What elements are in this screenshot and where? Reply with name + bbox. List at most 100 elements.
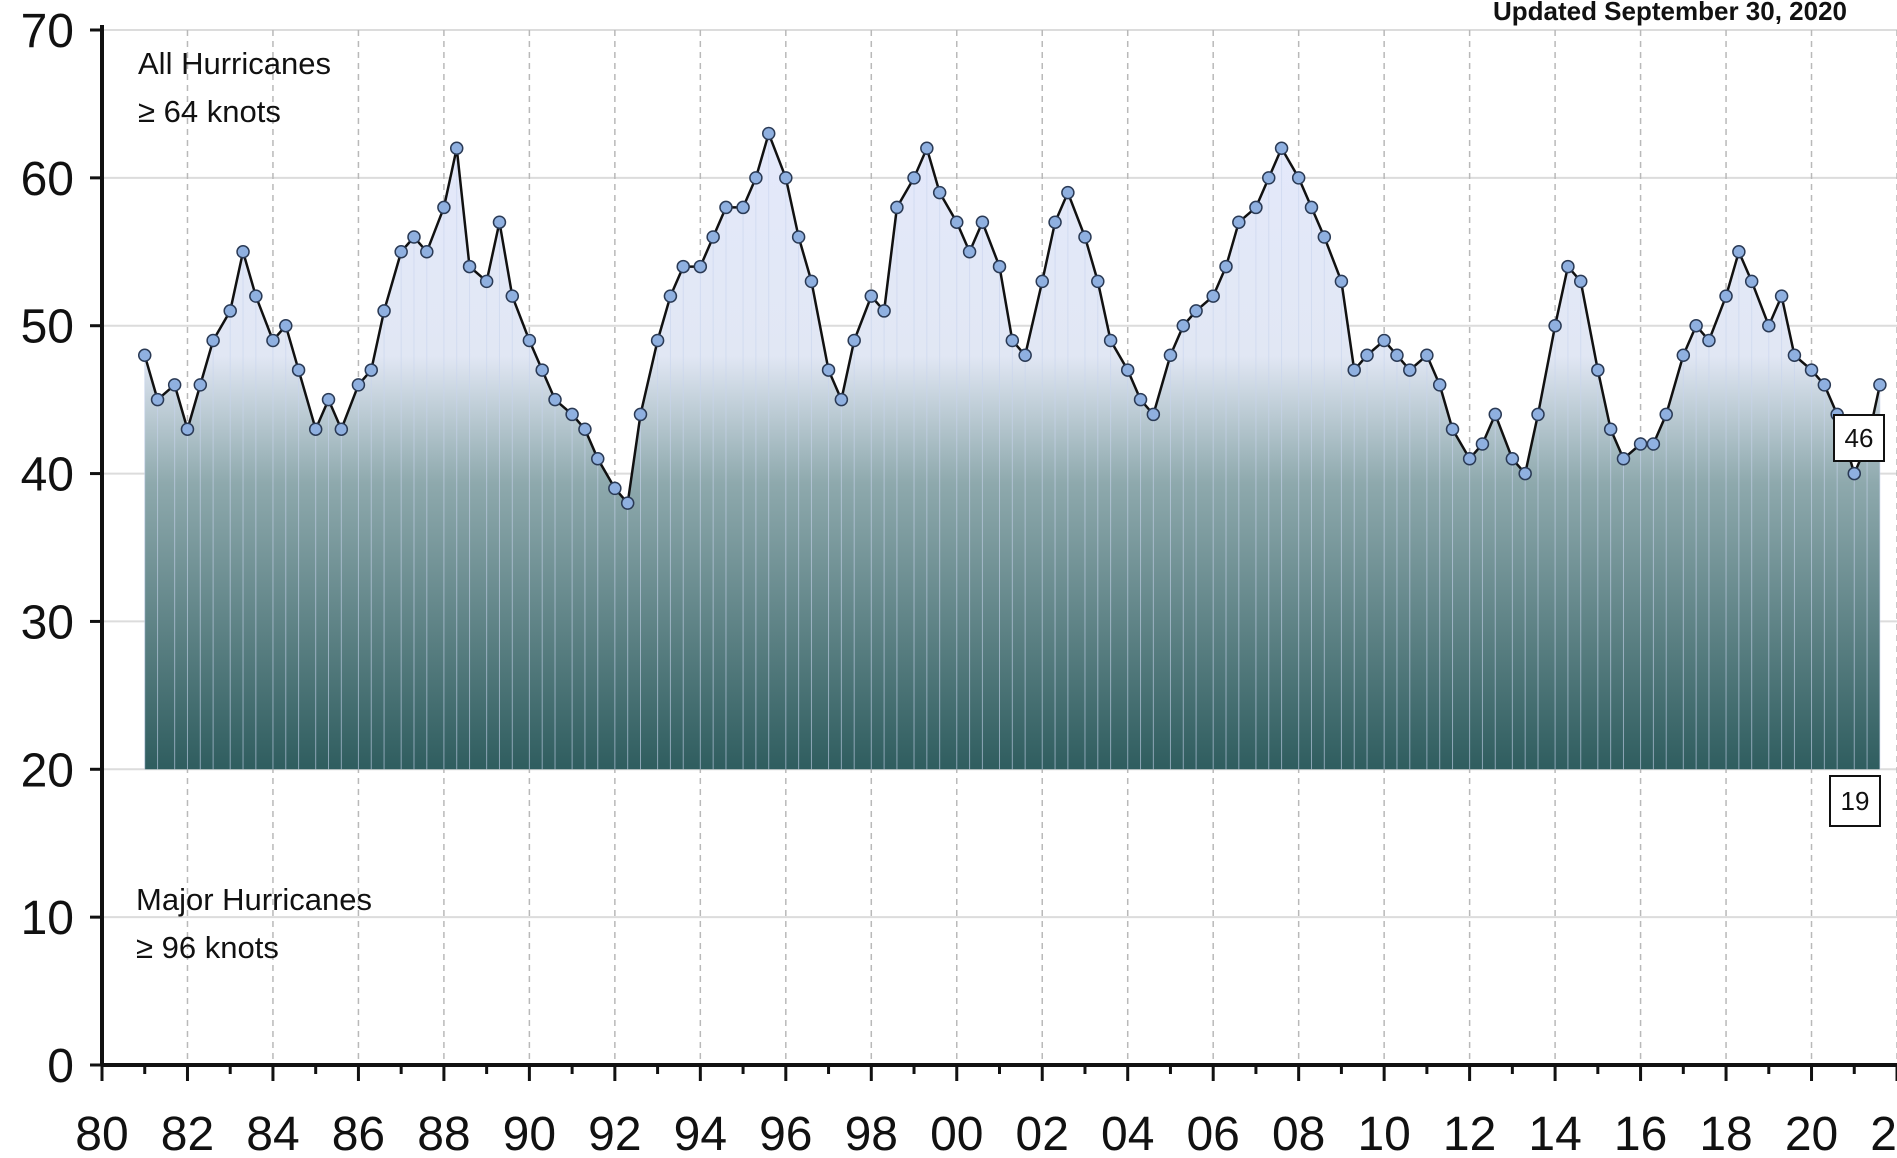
all-hurricanes-point [975, 215, 990, 229]
all-hurricanes-point [749, 171, 763, 185]
all-hurricanes-point [1291, 171, 1306, 185]
all-hurricanes-point [407, 230, 421, 244]
all-hurricanes-point [565, 407, 579, 422]
end-label-major: 19 [1829, 775, 1881, 827]
all-hurricanes-point [236, 245, 250, 259]
all-hurricanes-point [1103, 333, 1118, 348]
all-hurricanes-point [1847, 466, 1862, 481]
all-hurricanes-point [1505, 452, 1520, 466]
all-hurricanes-point [1804, 363, 1819, 377]
all-hurricanes-point [663, 289, 678, 303]
all-hurricanes-point [633, 407, 648, 422]
all-hurricanes-point [962, 245, 977, 259]
y-tick-label: 70 [21, 5, 74, 58]
all-hurricanes-point [779, 171, 793, 185]
all-hurricanes-point [548, 392, 562, 407]
all-hurricanes-point [1163, 348, 1178, 363]
all-hurricanes-point [1475, 437, 1490, 451]
all-hurricanes-label: All Hurricanes [138, 46, 331, 81]
all-hurricanes-point [578, 422, 592, 436]
all-hurricanes-point [137, 348, 152, 363]
all-hurricanes-point [266, 333, 280, 348]
all-hurricanes-point [321, 392, 336, 407]
all-hurricanes-point [1133, 392, 1148, 407]
major-hurricanes-label: Major Hurricanes [136, 882, 372, 917]
x-tick-label: 04 [1101, 1108, 1154, 1158]
all-hurricanes-point [180, 422, 195, 436]
all-hurricanes-point [291, 363, 306, 377]
all-hurricanes-point [1219, 259, 1233, 274]
all-hurricanes-point [394, 245, 408, 259]
all-hurricanes-threshold: ≥ 64 knots [138, 94, 281, 129]
all-hurricanes-point [1603, 422, 1618, 436]
all-hurricanes-point [1659, 407, 1673, 422]
all-hurricanes-point [1018, 348, 1032, 363]
all-hurricanes-point [1262, 171, 1276, 185]
all-hurricanes-point [693, 259, 708, 274]
all-hurricanes-point [620, 496, 635, 510]
all-hurricanes-point [505, 289, 520, 303]
x-tick-label: 88 [417, 1108, 470, 1158]
all-hurricanes-point [377, 304, 391, 318]
shaded-area [144, 133, 1881, 770]
all-hurricanes-point [167, 378, 182, 392]
all-hurricanes-point [1774, 289, 1789, 303]
all-hurricanes-point [608, 481, 622, 496]
all-hurricanes-point [1616, 452, 1631, 466]
all-hurricanes-point [206, 333, 220, 348]
all-hurricanes-point [907, 171, 921, 185]
x-tick-label: 00 [930, 1108, 983, 1158]
all-hurricanes-point [920, 141, 934, 156]
all-hurricanes-point [249, 289, 263, 303]
all-hurricanes-point [1317, 230, 1332, 244]
all-hurricanes-point [522, 333, 537, 348]
all-hurricanes-point [1646, 437, 1661, 451]
series-points [137, 126, 1887, 510]
all-hurricanes-point [761, 126, 776, 141]
y-tick-label: 30 [21, 596, 74, 649]
x-tick-label: 86 [332, 1108, 385, 1158]
all-hurricanes-point [479, 274, 494, 289]
x-tick-labels: 80 82 84 86 88 90 92 94 96 98 00 02 04 06 08 10 12 14 16 18… [75, 1108, 1897, 1158]
all-hurricanes-point [1719, 289, 1733, 303]
y-tick-label: 0 [47, 1040, 74, 1093]
x-tick-label: 20 [1785, 1108, 1838, 1158]
all-hurricanes-point [437, 200, 451, 215]
all-hurricanes-point [736, 200, 750, 215]
x-tick-label: 84 [246, 1108, 299, 1158]
all-hurricanes-point [1334, 274, 1349, 289]
all-hurricanes-point [1518, 466, 1532, 481]
x-tick-label: 96 [759, 1108, 812, 1158]
major-hurricanes-threshold: ≥ 96 knots [136, 930, 279, 965]
all-hurricanes-point [706, 230, 720, 244]
all-hurricanes-point [890, 200, 904, 215]
x-tick-label: 10 [1357, 1108, 1410, 1158]
x-tick-label: 08 [1272, 1108, 1325, 1158]
end-label-all: 46 [1833, 414, 1885, 462]
x-tick-label: 94 [674, 1108, 727, 1158]
all-hurricanes-point [650, 333, 665, 348]
all-hurricanes-point [351, 378, 366, 392]
all-hurricanes-point [1744, 274, 1759, 289]
all-hurricanes-point [1633, 437, 1648, 451]
all-hurricanes-point [1120, 363, 1135, 377]
all-hurricanes-point [420, 245, 434, 259]
all-hurricanes-point [193, 378, 208, 392]
all-hurricanes-point [1146, 407, 1161, 422]
all-hurricanes-point [719, 200, 733, 215]
all-hurricanes-point [279, 318, 293, 333]
x-tick-label: 16 [1614, 1108, 1667, 1158]
all-hurricanes-point [791, 230, 806, 244]
all-hurricanes-point [1206, 289, 1220, 303]
all-hurricanes-point [150, 392, 165, 407]
all-hurricanes-point [1304, 200, 1319, 215]
end-label-all-value: 46 [1845, 423, 1874, 453]
all-hurricanes-point [1035, 274, 1049, 289]
all-hurricanes-point [1531, 407, 1545, 422]
all-hurricanes-point [1189, 304, 1203, 318]
all-hurricanes-point [1249, 200, 1263, 215]
all-hurricanes-point [591, 452, 605, 466]
x-tick-label: 14 [1528, 1108, 1581, 1158]
y-tick-label: 60 [21, 153, 74, 206]
x-tick-label: 82 [161, 1108, 214, 1158]
